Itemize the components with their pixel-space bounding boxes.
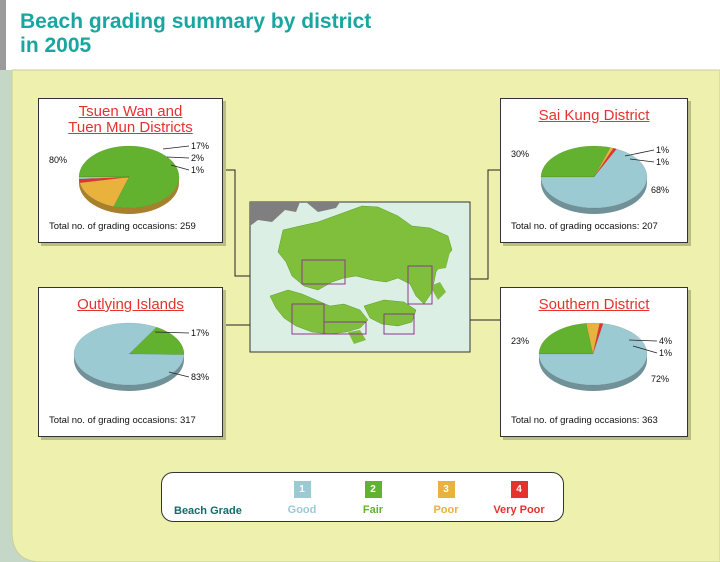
pie-depth-rim [539,354,647,391]
pie-slice-fair [540,145,611,178]
pie-chart [540,145,655,214]
legend-label-poor: Poor [433,504,459,516]
chart-title: Tsuen Wan and [78,103,183,120]
chart-title: Sai Kung District [538,107,650,124]
pie-slice-fair [78,145,180,209]
pie-slice-fair [538,322,594,355]
pie-label-good: 68% [651,185,670,195]
pie-label-poor: 4% [659,336,673,346]
pie-chart [538,322,658,391]
label-leader-line [166,156,190,159]
pie-slice-poor [593,147,614,178]
panel-sai-kung: Sai Kung District 30% 1% 1% 68% Total no. of … [500,98,688,243]
total-grading-occasions: Total no. of grading occasions: 207 [511,221,658,232]
legend-item-good: 1 Good [267,481,337,516]
pie-slice-good [78,176,130,180]
page-title-line1: Beach grading summary by district [20,10,372,33]
total-grading-occasions: Total no. of grading occasions: 363 [511,415,658,426]
legend-label-very-poor: Very Poor [493,504,545,516]
legend-swatch-good: 1 [293,481,311,498]
page-title-line2: in 2005 [20,34,92,57]
pie-label-poor: 17% [191,141,210,151]
legend-item-fair: 2 Fair [338,481,408,516]
legend-item-very-poor: 4 Very Poor [484,481,554,516]
pie-label-good: 1% [191,165,205,175]
label-leader-line [629,158,655,163]
pie-slice-very-poor [592,322,604,355]
pie-chart [73,322,190,391]
pie-label-fair: 80% [49,155,68,165]
legend-swatch-fair: 2 [364,481,382,498]
legend: Beach Grade 1 Good 2 Fair 3 Poor 4 Very … [161,472,564,522]
label-leader-line [162,145,190,150]
label-leader-line [154,331,190,334]
pie-depth-rim [79,177,179,214]
pie-label-fair: 17% [191,328,210,338]
label-leader-line [628,339,658,342]
pie-label-fair: 23% [511,336,530,346]
pie-slice-good [73,322,185,386]
total-grading-occasions: Total no. of grading occasions: 259 [49,221,196,232]
label-leader-line [170,164,190,171]
pie-depth-rim [74,354,184,391]
pie-slice-very-poor [78,176,130,184]
pie-label-very-poor: 1% [659,348,673,358]
label-leader-line [168,371,190,378]
pie-label-good: 83% [191,372,210,382]
pie-label-very-poor: 1% [656,157,670,167]
pie-label-good: 72% [651,374,670,384]
panel-tsuen-wan-tuen-mun: Tsuen Wan and Tuen Mun Districts 80% 17% 2% 1… [38,98,223,243]
hong-kong-map [249,201,471,353]
legend-swatch-very-poor: 4 [510,481,528,498]
pie-slice-poor [79,176,130,207]
pie-slice-fair [128,326,185,355]
legend-item-poor: 3 Poor [411,481,481,516]
label-leader-line [624,149,655,157]
legend-label-good: Good [287,504,317,516]
legend-title: Beach Grade [174,505,242,517]
label-leader-line [632,345,658,354]
chart-title: Southern District [538,296,650,313]
pie-label-very-poor: 2% [191,153,205,163]
legend-label-fair: Fair [362,504,384,516]
pie-chart [78,145,190,214]
pie-label-fair: 30% [511,149,530,159]
pie-slice-good [538,323,648,386]
legend-swatch-poor: 3 [437,481,455,498]
total-grading-occasions: Total no. of grading occasions: 317 [49,415,196,426]
pie-slice-very-poor [593,147,617,178]
pie-label-poor: 1% [656,145,670,155]
panel-outlying-islands: Outlying Islands 17% 83% Total no. of gradi… [38,287,223,437]
chart-title: Tuen Mun Districts [68,119,193,136]
title-accent-bar [0,0,6,70]
panel-southern: Southern District 23% 4% 1% 72% Total no. of … [500,287,688,437]
chart-title: Outlying Islands [77,296,184,313]
pie-slice-poor [585,322,601,355]
pie-depth-rim [541,177,647,214]
